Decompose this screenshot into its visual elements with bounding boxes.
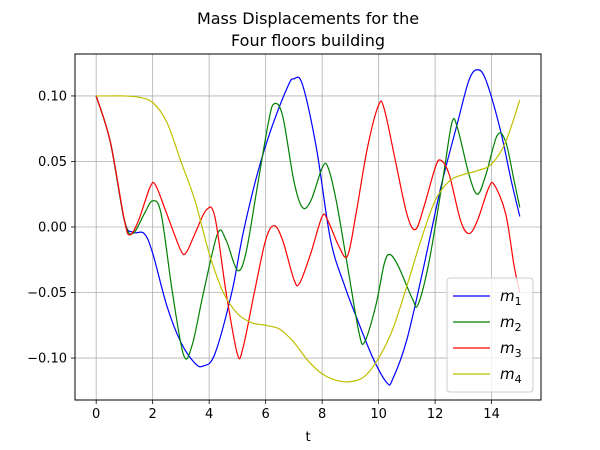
chart-title-line-1: Mass Displacements for the bbox=[197, 9, 419, 28]
x-tick-label: 6 bbox=[261, 407, 269, 422]
x-tick-label: 10 bbox=[370, 407, 387, 422]
series-line-m4 bbox=[96, 95, 521, 383]
y-tick-label: 0.10 bbox=[38, 89, 67, 104]
legend-label-m1: m1 bbox=[500, 287, 522, 308]
y-tick-label: 0.05 bbox=[38, 155, 67, 170]
legend-frame bbox=[446, 277, 534, 393]
series-line-m1 bbox=[95, 69, 521, 386]
x-axis-label: t bbox=[305, 430, 310, 445]
legend: m1 m2 m3 m4 bbox=[446, 277, 534, 393]
x-tick-label: 8 bbox=[318, 407, 326, 422]
legend-label-m2: m2 bbox=[500, 313, 522, 334]
y-tick-label: −0.10 bbox=[27, 352, 67, 367]
series-line-m2 bbox=[95, 95, 521, 360]
chart-title-line-2: Four floors building bbox=[231, 31, 385, 50]
x-tick-label: 0 bbox=[92, 407, 100, 422]
x-tick-label: 2 bbox=[149, 407, 157, 422]
y-tick-label: 0.00 bbox=[38, 221, 67, 236]
ticks: 0 2 4 6 8 10 12 14 0.10 0.05 0.00 −0.05 −0.10 bbox=[27, 89, 500, 422]
x-tick-label: 4 bbox=[205, 407, 213, 422]
series-lines bbox=[95, 69, 521, 386]
x-tick-label: 12 bbox=[427, 407, 444, 422]
y-tick-label: −0.05 bbox=[27, 286, 67, 301]
legend-label-m4: m4 bbox=[500, 365, 522, 386]
x-tick-label: 14 bbox=[483, 407, 500, 422]
series-line-m3 bbox=[95, 95, 521, 360]
legend-label-m3: m3 bbox=[500, 339, 522, 360]
